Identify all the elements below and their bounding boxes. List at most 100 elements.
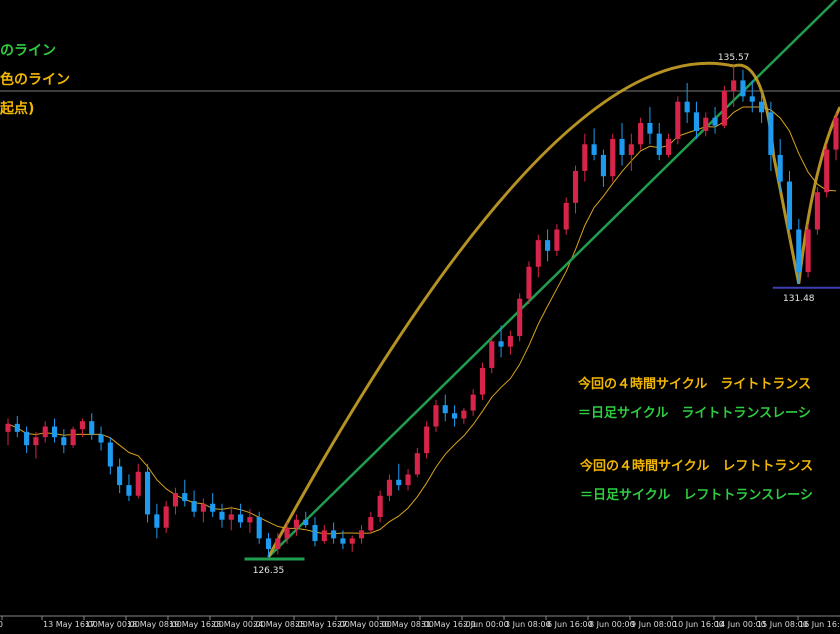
candle (665, 133, 672, 158)
candle-body (814, 192, 820, 230)
candle (33, 431, 39, 459)
candle-body (33, 437, 39, 446)
candle (638, 117, 644, 150)
x-tick-label: 17 May 00:00 (85, 620, 140, 629)
candle (461, 407, 467, 424)
candle-body (489, 341, 495, 368)
candle-body (777, 154, 783, 182)
candle (219, 503, 225, 528)
yellow-cycle-curve (267, 61, 840, 558)
candle (79, 418, 85, 438)
candle (684, 83, 690, 123)
candle (805, 224, 811, 278)
candle (396, 463, 402, 491)
candle (833, 112, 839, 161)
candle (210, 493, 216, 518)
candle-body (824, 149, 830, 193)
candle-body (572, 170, 579, 203)
candle-body (135, 471, 141, 496)
candle (675, 96, 681, 145)
candle (740, 69, 746, 102)
candle (414, 447, 420, 478)
candle (591, 128, 597, 161)
candle-body (628, 144, 634, 155)
candle (321, 525, 327, 544)
x-tick-label: 3 Jun 08:00 (505, 620, 551, 629)
candle (358, 525, 365, 544)
candle (796, 218, 802, 284)
x-tick-label: 10 Jun 16:00 (673, 620, 724, 629)
candle-body (284, 527, 290, 539)
candle (368, 511, 374, 534)
candle (61, 429, 67, 454)
candle-body (293, 519, 299, 528)
candle (563, 197, 569, 235)
x-tick-label: 24 May 08:00 (253, 620, 308, 629)
candle (117, 458, 123, 494)
candle (200, 498, 206, 523)
candle (312, 517, 318, 547)
x-tick-label: 15 Jun 08:00 (757, 620, 808, 629)
candle-body (805, 229, 811, 273)
price-labels-layer: 135.57 126.35 131.48 (253, 53, 815, 576)
candle-body (191, 501, 197, 512)
note-daily-left-translation: ＝日足サイクル レフトトランスレーシ (580, 488, 813, 503)
candle-body (200, 503, 206, 512)
candle-body (675, 101, 681, 139)
x-tick-label: 13 May 16:00 (43, 620, 98, 629)
candle-body (554, 229, 560, 251)
candle (703, 112, 709, 137)
candle-body (79, 421, 85, 430)
candle-body (479, 367, 486, 395)
candle (545, 229, 551, 262)
candle-body (247, 517, 253, 523)
candle-body (321, 530, 327, 542)
x-tick-label: 14 Jun 00:00 (715, 620, 766, 629)
x-tick-label: 31 May 16:00 (421, 620, 476, 629)
candle-body (358, 530, 365, 539)
candle (693, 101, 700, 139)
candle (610, 133, 616, 182)
candle-body (405, 474, 411, 486)
candle (340, 530, 346, 550)
candle-body (526, 266, 532, 299)
candle-body (610, 138, 616, 177)
candle-body (507, 335, 513, 347)
candle (526, 261, 532, 305)
candle-body (14, 423, 20, 432)
candle-body (749, 96, 755, 102)
candle (51, 418, 58, 443)
candle (14, 415, 20, 438)
candle (144, 463, 151, 523)
candle-body (424, 426, 430, 454)
candles-layer (5, 66, 839, 557)
candle (172, 487, 179, 515)
candle (814, 186, 820, 235)
candle-body (684, 101, 690, 113)
candle (238, 503, 244, 528)
candle (191, 490, 197, 518)
candle (433, 399, 439, 432)
candle (470, 389, 476, 416)
candle (349, 535, 355, 552)
candle (275, 533, 281, 555)
candle-body (693, 112, 700, 131)
candle (535, 234, 541, 278)
candle-body (396, 479, 402, 486)
x-tick-label: 30 May 08:00 (379, 620, 434, 629)
candle-body (638, 122, 644, 145)
candle (600, 149, 606, 187)
candle-body (107, 442, 113, 467)
candle-body (61, 437, 67, 446)
candle-body (712, 117, 718, 126)
candle-body (796, 229, 802, 273)
candle-body (275, 538, 281, 550)
candle (498, 325, 504, 358)
x-tick-label: 2 Jun 00:00 (463, 620, 509, 629)
candle-body (665, 138, 672, 155)
candle-body (368, 517, 374, 531)
candle-body (721, 91, 727, 126)
candle (265, 533, 272, 557)
